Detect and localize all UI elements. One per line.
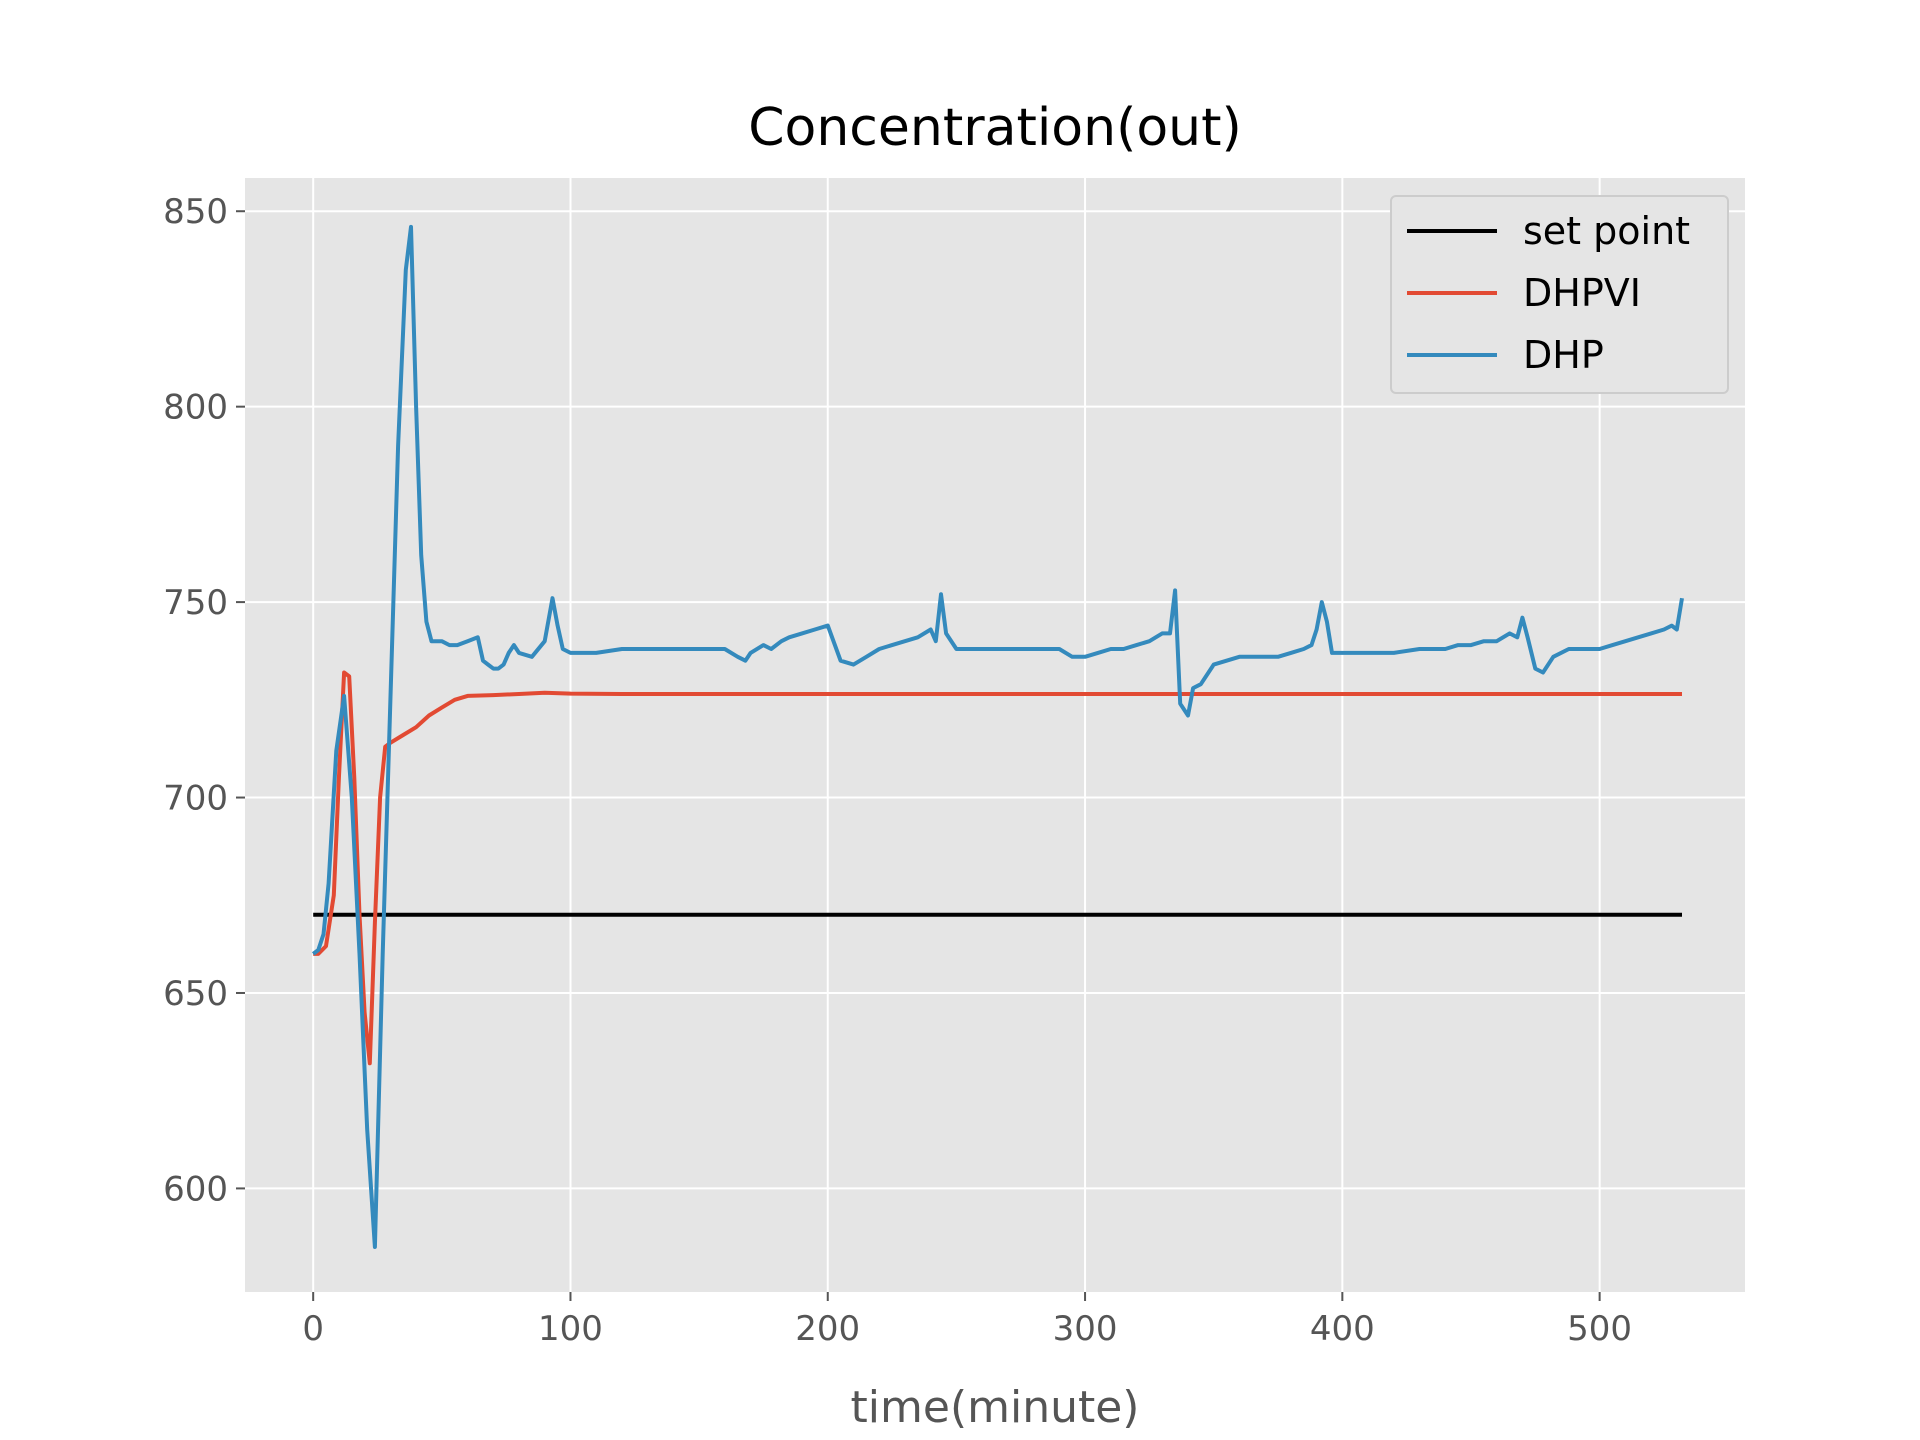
series-line-dhpvi (313, 670, 1682, 1066)
y-tick-label: 850 (163, 192, 228, 232)
legend-label: DHP (1523, 333, 1604, 377)
x-axis-label: time(minute) (851, 1382, 1140, 1433)
y-tick-label: 800 (163, 388, 228, 428)
x-tick-label: 300 (1053, 1309, 1118, 1349)
x-tick-label: 0 (302, 1309, 324, 1349)
y-tick-label: 600 (163, 1169, 228, 1209)
y-tick-label: 650 (163, 974, 228, 1014)
x-tick-label: 400 (1310, 1309, 1375, 1349)
x-tick-label: 100 (538, 1309, 603, 1349)
legend-label: DHPVI (1523, 271, 1641, 315)
series-line-dhp (311, 224, 1684, 1249)
y-tick-label: 700 (163, 779, 228, 819)
chart-title: Concentration(out) (748, 98, 1242, 158)
legend-box (1390, 195, 1729, 394)
x-tick-label: 200 (795, 1309, 860, 1349)
x-tick-label: 500 (1567, 1309, 1632, 1349)
legend-label: set point (1523, 209, 1690, 253)
y-tick-label: 750 (163, 583, 228, 623)
